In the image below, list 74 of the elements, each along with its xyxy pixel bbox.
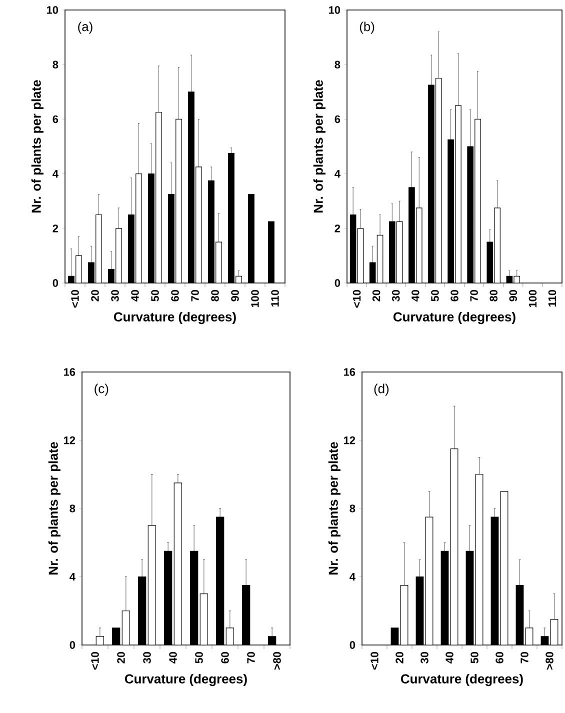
bar: [116, 228, 122, 283]
y-tick-label: 2: [334, 224, 340, 232]
x-axis-title: Curvature (degrees): [393, 312, 516, 324]
x-tick-label: 50: [470, 652, 478, 664]
x-tick-label: 40: [131, 290, 139, 302]
x-tick-label: 90: [509, 290, 518, 302]
y-tick-label: 4: [70, 572, 76, 581]
y-tick-label: 0: [350, 641, 356, 649]
y-tick-label: 0: [334, 279, 340, 287]
x-tick-label: 50: [151, 290, 159, 302]
x-tick-label: 20: [91, 290, 99, 302]
annotation: (c): [94, 384, 108, 396]
x-tick-label: 70: [520, 652, 528, 664]
x-tick-label: >80: [273, 652, 281, 670]
y-tick-label: 16: [64, 368, 76, 376]
x-tick-label: <10: [91, 652, 99, 670]
x-tick-label: 90: [231, 290, 239, 302]
x-tick-label: 60: [171, 290, 179, 302]
y-tick-label: 8: [52, 60, 58, 68]
x-tick-label: 30: [420, 652, 428, 664]
x-tick-label: 110: [271, 290, 279, 307]
y-tick-label: 10: [328, 6, 340, 14]
x-tick-label: 20: [396, 652, 404, 664]
x-tick-label: 60: [221, 652, 229, 664]
x-tick-label: 40: [446, 652, 454, 664]
x-tick-label: 20: [117, 652, 125, 664]
x-axis-title: Curvature (degrees): [400, 674, 523, 686]
x-tick-label: >80: [546, 652, 554, 670]
x-tick-label: 50: [431, 290, 439, 302]
y-tick-label: 8: [350, 504, 356, 512]
annotation: (a): [78, 22, 92, 34]
y-tick-label: 8: [70, 504, 76, 512]
x-tick-label: <10: [71, 290, 79, 308]
x-tick-label: 40: [412, 290, 420, 302]
y-tick-label: 6: [334, 115, 340, 124]
x-tick-label: 70: [191, 290, 199, 302]
x-tick-label: 70: [247, 652, 255, 664]
x-tick-label: 40: [169, 652, 177, 664]
x-axis-title: Curvature (degrees): [114, 312, 236, 324]
x-tick-label: 30: [111, 290, 119, 302]
y-tick-label: 6: [52, 115, 58, 124]
y-tick-label: 4: [350, 572, 356, 581]
y-tick-label: 12: [64, 436, 76, 444]
y-axis-title: Nr. of plants per plate: [313, 80, 326, 212]
x-tick-label: 60: [450, 290, 458, 302]
y-axis-title: Nr. of plants per plate: [48, 442, 60, 574]
x-tick-label: 30: [392, 290, 400, 302]
y-tick-label: 4: [52, 170, 58, 178]
x-tick-label: 110: [548, 290, 556, 307]
x-tick-label: 20: [372, 290, 380, 302]
annotation: (d): [374, 384, 389, 396]
y-tick-label: 8: [334, 60, 340, 68]
x-tick-label: 50: [195, 652, 203, 664]
y-tick-label: 10: [46, 6, 58, 14]
y-axis-title: Nr. of plants per plate: [328, 442, 340, 574]
y-tick-label: 0: [70, 641, 76, 649]
x-tick-label: 60: [496, 652, 504, 664]
y-tick-label: 4: [334, 170, 340, 178]
y-tick-label: 16: [344, 368, 356, 376]
y-tick-label: 2: [52, 224, 58, 232]
x-tick-label: 70: [470, 290, 478, 302]
bar: [156, 112, 162, 283]
y-tick-label: 0: [52, 279, 58, 287]
x-tick-label: 80: [211, 290, 219, 302]
x-tick-label: <10: [352, 290, 361, 308]
x-axis-title: Curvature (degrees): [124, 674, 247, 686]
x-tick-label: <10: [370, 652, 378, 670]
x-tick-label: 30: [143, 652, 151, 664]
y-axis-title: Nr. of plants per plate: [31, 80, 44, 212]
x-tick-label: 100: [251, 290, 259, 308]
y-tick-label: 12: [344, 436, 356, 444]
annotation: (b): [360, 22, 374, 34]
x-tick-label: 100: [528, 290, 537, 308]
x-tick-label: 80: [490, 290, 498, 302]
